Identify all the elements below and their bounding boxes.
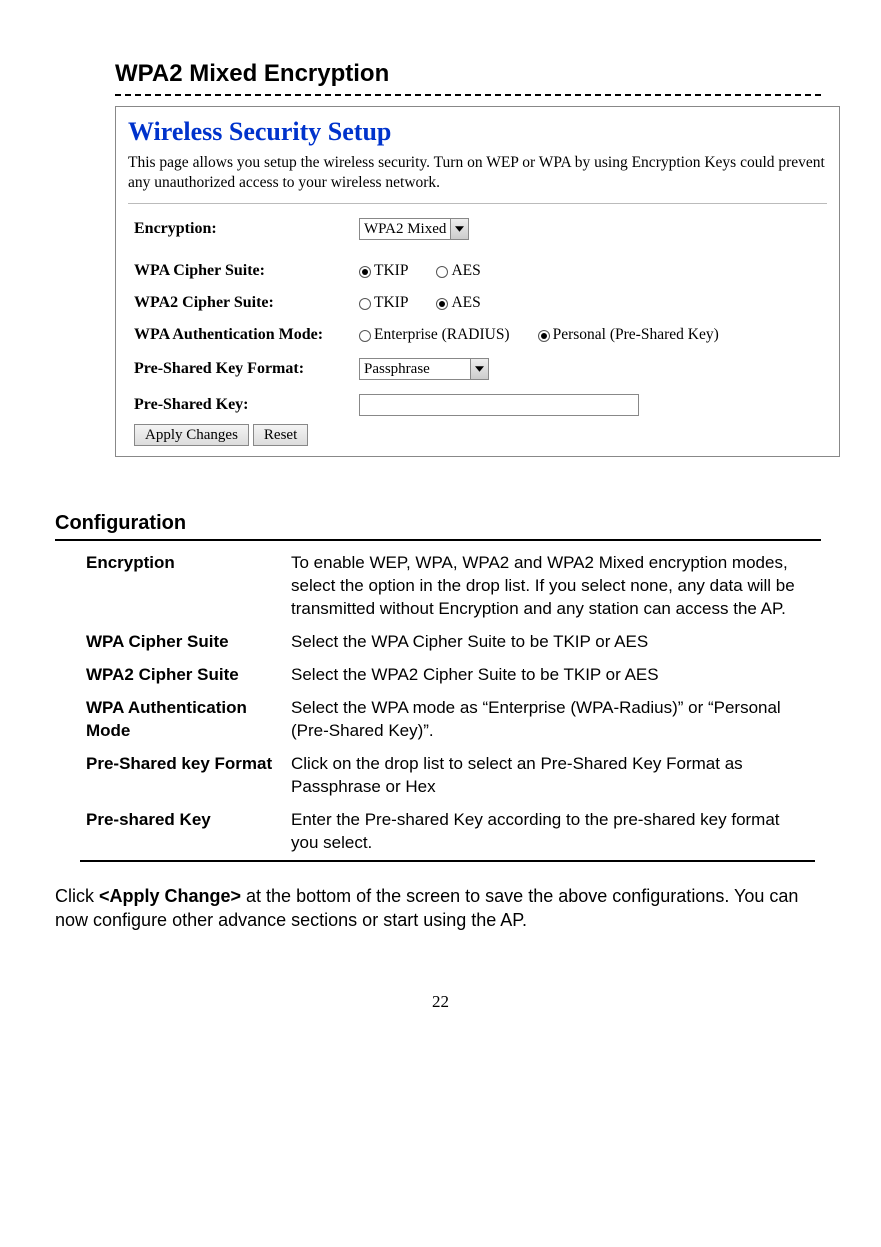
table-row: WPA2 Cipher SuiteSelect the WPA2 Cipher … [80,659,815,692]
config-desc: Click on the drop list to select an Pre-… [285,748,815,804]
configuration-heading: Configuration [55,512,821,541]
config-desc: Enter the Pre-shared Key according to th… [285,804,815,861]
config-term: WPA Authentication Mode [80,692,285,748]
radio-wpa-tkip[interactable]: TKIP [359,262,408,280]
radio-personal[interactable]: Personal (Pre-Shared Key) [538,326,719,344]
label-wpa2-cipher: WPA2 Cipher Suite: [134,294,359,312]
radio-dot-icon [538,330,550,342]
config-desc: Select the WPA mode as “Enterprise (WPA-… [285,692,815,748]
psk-format-dropdown[interactable]: Passphrase [359,358,489,380]
encryption-dropdown-value: WPA2 Mixed [360,221,450,238]
panel-description: This page allows you setup the wireless … [128,153,827,193]
config-desc: Select the WPA2 Cipher Suite to be TKIP … [285,659,815,692]
chevron-down-icon [470,359,488,379]
table-row: Pre-Shared key FormatClick on the drop l… [80,748,815,804]
config-desc: To enable WEP, WPA, WPA2 and WPA2 Mixed … [285,547,815,626]
radio-label-tkip: TKIP [374,262,408,279]
encryption-dropdown[interactable]: WPA2 Mixed [359,218,469,240]
radio-label-personal: Personal (Pre-Shared Key) [553,326,719,343]
radio-wpa2-tkip[interactable]: TKIP [359,294,408,312]
label-encryption: Encryption: [134,220,359,238]
radio-wpa2-aes[interactable]: AES [436,294,480,312]
radio-icon [436,266,448,278]
config-term: Pre-shared Key [80,804,285,861]
radio-icon [359,298,371,310]
config-term: Pre-Shared key Format [80,748,285,804]
label-psk-format: Pre-Shared Key Format: [134,360,359,378]
table-row: WPA Authentication ModeSelect the WPA mo… [80,692,815,748]
psk-format-dropdown-value: Passphrase [360,361,470,378]
page-number: 22 [60,992,821,1012]
label-wpa-cipher: WPA Cipher Suite: [134,262,359,280]
radio-label-aes-2: AES [451,294,480,311]
label-psk: Pre-Shared Key: [134,396,359,414]
section-title: WPA2 Mixed Encryption [115,60,821,96]
radio-dot-icon [359,266,371,278]
radio-dot-icon [436,298,448,310]
psk-input[interactable] [359,394,639,416]
label-auth-mode: WPA Authentication Mode: [134,326,359,344]
radio-icon [359,330,371,342]
footer-note: Click <Apply Change> at the bottom of th… [55,884,821,933]
config-term: Encryption [80,547,285,626]
apply-changes-button[interactable]: Apply Changes [134,424,249,446]
radio-enterprise[interactable]: Enterprise (RADIUS) [359,326,510,344]
table-row: Pre-shared KeyEnter the Pre-shared Key a… [80,804,815,861]
divider [128,203,827,204]
chevron-down-icon [450,219,468,239]
config-term: WPA2 Cipher Suite [80,659,285,692]
footer-prefix: Click [55,886,99,906]
config-desc: Select the WPA Cipher Suite to be TKIP o… [285,626,815,659]
radio-wpa-aes[interactable]: AES [436,262,480,280]
panel-heading: Wireless Security Setup [128,117,827,147]
reset-button[interactable]: Reset [253,424,308,446]
radio-label-tkip-2: TKIP [374,294,408,311]
wireless-security-panel: Wireless Security Setup This page allows… [115,106,840,457]
table-row: WPA Cipher SuiteSelect the WPA Cipher Su… [80,626,815,659]
footer-bold: <Apply Change> [99,886,241,906]
radio-label-enterprise: Enterprise (RADIUS) [374,326,510,343]
config-term: WPA Cipher Suite [80,626,285,659]
table-row: EncryptionTo enable WEP, WPA, WPA2 and W… [80,547,815,626]
radio-label-aes: AES [451,262,480,279]
configuration-table: EncryptionTo enable WEP, WPA, WPA2 and W… [80,547,815,861]
